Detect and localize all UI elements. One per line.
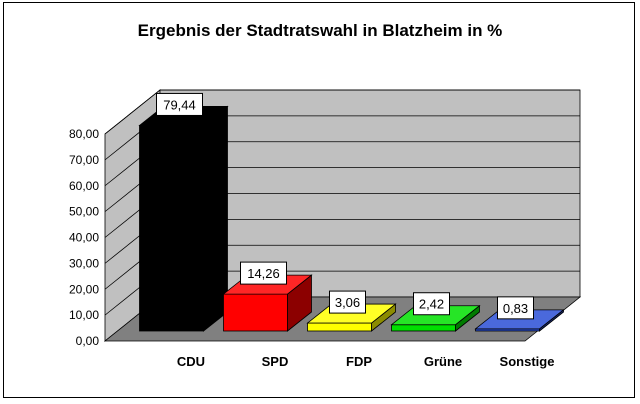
data-label-cdu: 79,44 — [156, 92, 203, 116]
data-label-sonstige: 0,83 — [497, 296, 534, 320]
data-label-box — [497, 296, 534, 320]
data-label-box — [329, 290, 366, 314]
x-axis-categories: CDU SPD FDP Grüne Sonstige — [177, 354, 555, 369]
data-label-text: 2,42 — [419, 297, 444, 312]
y-axis-ticks: 0,00 10,00 20,00 30,00 40,00 50,00 60,00 70,00 8… — [69, 127, 99, 348]
y-tick-label: 80,00 — [69, 127, 99, 141]
data-label-text: 14,26 — [247, 266, 280, 281]
y-tick-label: 10,00 — [69, 308, 99, 322]
chart-title: Ergebnis der Stadtratswahl in Blatzheim … — [138, 21, 503, 40]
bar-front — [223, 293, 288, 332]
data-label-text: 3,06 — [335, 295, 360, 310]
y-tick-label: 50,00 — [69, 205, 99, 219]
bar-front — [307, 322, 372, 332]
gridline-side — [104, 89, 161, 135]
data-label-box — [413, 292, 450, 316]
y-tick-label: 30,00 — [69, 256, 99, 270]
y-tick-label: 40,00 — [69, 231, 99, 245]
data-label-box — [240, 261, 287, 285]
y-tick-label: 0,00 — [76, 334, 100, 348]
x-category-label: Sonstige — [500, 354, 555, 369]
bars — [138, 105, 565, 332]
x-category-label: FDP — [346, 354, 372, 369]
data-label-grüne: 2,42 — [413, 292, 450, 316]
data-labels: 79,44 14,26 3,06 2,42 0,83 — [156, 92, 534, 320]
y-tick-label: 60,00 — [69, 179, 99, 193]
data-label-spd: 14,26 — [240, 261, 287, 285]
data-label-text: 0,83 — [503, 301, 528, 316]
x-category-label: SPD — [262, 354, 289, 369]
y-tick-label: 20,00 — [69, 282, 99, 296]
data-label-box — [156, 92, 203, 116]
bar-front — [391, 324, 456, 332]
y-tick-label: 70,00 — [69, 153, 99, 167]
bar-front — [139, 125, 204, 332]
x-category-label: CDU — [177, 354, 205, 369]
bar-cdu — [138, 105, 229, 332]
data-label-fdp: 3,06 — [329, 290, 366, 314]
x-category-label: Grüne — [424, 354, 462, 369]
data-label-text: 79,44 — [163, 97, 196, 112]
